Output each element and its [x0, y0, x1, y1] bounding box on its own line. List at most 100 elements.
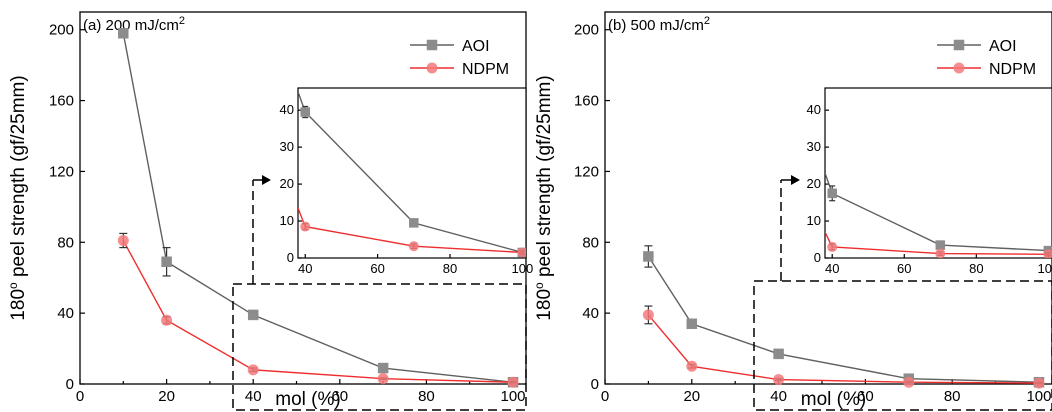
inset-series-line-aoi	[298, 91, 523, 254]
inset-y-tick-label: 0	[814, 250, 821, 265]
legend-label: NDPM	[462, 61, 509, 78]
x-axis-label: mol (%)	[275, 389, 340, 410]
series-ndpm	[642, 305, 1045, 389]
legend: AOI NDPM	[410, 38, 509, 78]
zoom-arrow-head	[262, 175, 271, 185]
y-tick-label: 80	[582, 234, 599, 251]
inset-y-tick-label: 40	[807, 102, 821, 117]
inset-x-tick-label: 100	[512, 261, 534, 276]
inset-x-tick-label: 100	[1038, 261, 1052, 276]
data-point-ndpm	[117, 235, 129, 247]
y-axis-label-number: 180	[8, 289, 29, 321]
inset-plot: 0 10 20 30 40 40 60 80 100	[807, 87, 1052, 276]
inset-series-line-ndpm	[298, 207, 523, 254]
inset-x-tick-label: 60	[897, 261, 911, 276]
data-point-ndpm	[686, 360, 698, 372]
inset-y-tick-label: 10	[807, 213, 821, 228]
series-ndpm	[117, 232, 519, 388]
y-tick-label: 40	[582, 305, 599, 322]
x-tick-label: 60	[857, 388, 874, 405]
y-tick-label: 0	[66, 376, 74, 393]
y-tick-label: 40	[57, 305, 74, 322]
data-point-aoi	[247, 309, 259, 321]
x-tick-label: 40	[245, 388, 262, 405]
inset-frame	[297, 87, 527, 259]
y-tick-label: 0	[591, 376, 599, 393]
x-tick-label: 0	[601, 388, 609, 405]
inset-x-tick-label: 80	[969, 261, 983, 276]
data-point-ndpm	[1033, 377, 1045, 389]
inset-data-point-ndpm	[1043, 249, 1052, 258]
x-tick-label: 0	[76, 388, 84, 405]
y-tick-label: 120	[49, 163, 74, 180]
x-tick-label: 100	[1026, 388, 1051, 405]
inset-data-point-aoi	[935, 240, 946, 250]
plot-frame	[604, 11, 1052, 385]
inset-data-point-aoi	[300, 107, 310, 117]
panel-title-text: (a) 200 mJ/cm	[83, 17, 179, 34]
inset-x-tick-label: 40	[825, 261, 839, 276]
data-point-aoi	[773, 348, 784, 360]
inset-series-line-ndpm	[825, 231, 1049, 256]
inset-y-tick-label: 30	[280, 139, 294, 154]
panel-title-text: (b) 500 mJ/cm	[608, 17, 704, 34]
legend-marker	[953, 39, 965, 51]
x-tick-label: 40	[770, 388, 787, 405]
series-line-ndpm	[647, 314, 1039, 384]
inset-data-point-ndpm	[827, 241, 838, 252]
inset-data	[298, 91, 526, 258]
data-point-ndpm	[507, 376, 519, 388]
data-point-aoi	[161, 256, 172, 268]
legend-label: AOI	[462, 38, 490, 55]
inset-data	[825, 172, 1052, 258]
x-tick-label: 80	[418, 388, 435, 405]
panel-title-sup: 2	[704, 15, 710, 27]
y-tick-label: 160	[574, 93, 599, 110]
legend-marker	[953, 62, 965, 74]
data-point-aoi	[377, 362, 389, 374]
y-axis-label-degree: o	[6, 282, 20, 289]
y-tick-label: 120	[574, 163, 599, 180]
y-axis-label: 180o peel strength (gf/25mm)	[6, 75, 29, 320]
data-point-ndpm	[247, 364, 259, 376]
inset-data-point-ndpm	[408, 241, 419, 252]
inset-data-point-ndpm	[517, 247, 526, 258]
legend-marker	[426, 39, 438, 51]
data-point-ndpm	[642, 309, 654, 321]
data-point-ndpm	[161, 314, 173, 326]
data-point-aoi	[118, 28, 129, 39]
inset-y-tick-label: 30	[807, 139, 821, 154]
y-axis-label-number: 180	[534, 289, 555, 321]
x-tick-label: 20	[158, 388, 175, 405]
y-axis-label-degree: o	[532, 282, 546, 289]
legend-marker	[426, 62, 438, 74]
x-tick-label: 20	[683, 388, 700, 405]
inset-y-tick-label: 20	[280, 176, 294, 191]
legend: AOI NDPM	[937, 38, 1036, 78]
zoom-region-box	[753, 280, 1052, 411]
inset-y-tick-label: 40	[280, 102, 294, 117]
panel-title: (a) 200 mJ/cm2	[83, 15, 185, 34]
inset-frame	[824, 87, 1052, 259]
y-axis-label-text: peel strength (gf/25mm)	[534, 75, 555, 282]
inset-plot: 0 10 20 30 40 40 60 80 100	[280, 87, 534, 276]
data-point-ndpm	[903, 376, 915, 388]
y-tick-label: 80	[57, 234, 74, 251]
y-tick-label: 200	[49, 22, 74, 39]
x-tick-label: 100	[500, 388, 525, 405]
inset-y-tick-label: 20	[807, 176, 821, 191]
x-axis-label: mol (%)	[801, 389, 866, 410]
zoom-region-box	[232, 283, 527, 411]
inset-data-point-aoi	[409, 218, 419, 228]
data-point-ndpm	[773, 374, 785, 386]
y-tick-label: 200	[574, 22, 599, 39]
inset-data-point-aoi	[827, 188, 837, 199]
panel-title-sup: 2	[179, 15, 185, 27]
y-axis-label-text: peel strength (gf/25mm)	[8, 75, 29, 282]
x-tick-label: 60	[331, 388, 348, 405]
zoom-arrow-head	[791, 175, 800, 185]
data-point-aoi	[686, 318, 698, 330]
inset-series-line-aoi	[825, 172, 1049, 252]
